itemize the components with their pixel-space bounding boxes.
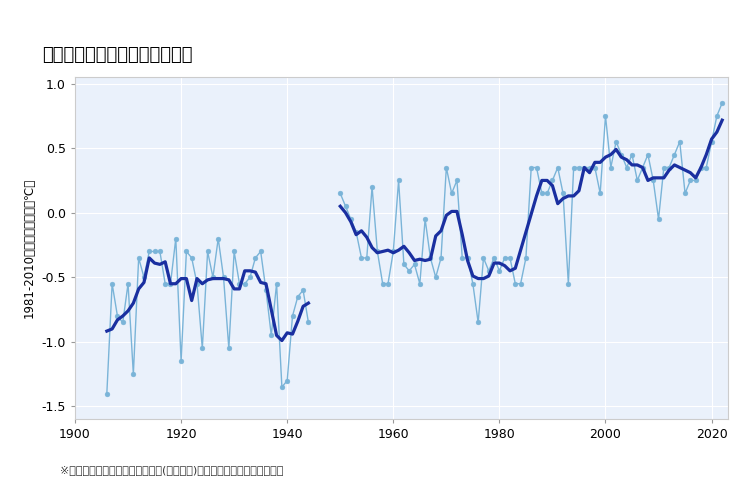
Y-axis label: 1981-2010年平均からの差（℃）: 1981-2010年平均からの差（℃）: [23, 178, 36, 318]
Text: ※出典　海面水温の長期変化傾向(日本近海)のデータ（気象庁）から作成: ※出典 海面水温の長期変化傾向(日本近海)のデータ（気象庁）から作成: [60, 465, 284, 475]
Text: 日本近海の平均海面水温の偏差: 日本近海の平均海面水温の偏差: [42, 46, 193, 65]
